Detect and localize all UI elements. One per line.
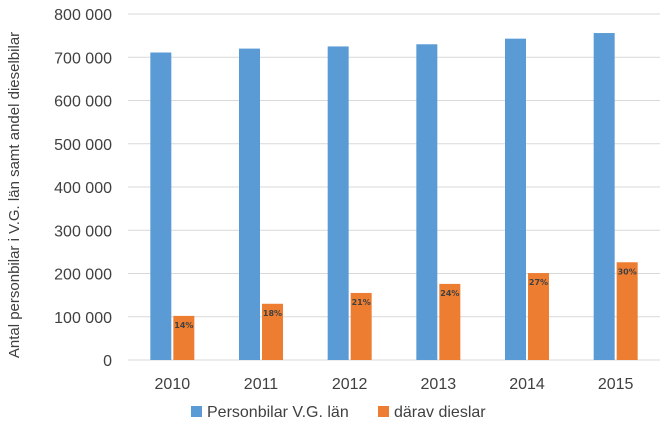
y-tick-label: 100 000 (54, 310, 112, 327)
y-axis-label: Antal personbilar i V.G. län samt andel … (6, 32, 23, 358)
bar-personbilar-2013 (416, 44, 438, 361)
data-label-dieslar-2015: 30% (618, 267, 637, 276)
y-tick-label: 800 000 (54, 7, 112, 24)
gridlines (128, 13, 660, 361)
legend-label: Personbilar V.G. län (207, 404, 349, 421)
bar-dieslar-2012 (350, 292, 372, 360)
data-label-dieslar-2014: 27% (529, 278, 548, 287)
bar-personbilar-2010 (150, 52, 172, 361)
x-tick-label: 2010 (155, 376, 191, 393)
bar-dieslar-2014 (528, 273, 549, 360)
y-tick-label: 500 000 (54, 137, 112, 154)
legend-label: därav dieslar (394, 404, 486, 421)
data-labels: 14% 18% 21% 24% 27% 30% (174, 267, 636, 330)
data-label-dieslar-2013: 24% (440, 289, 459, 298)
x-axis-ticks: 2010 2011 2012 2013 2014 2015 (155, 376, 634, 393)
bar-dieslar-2013 (439, 283, 461, 360)
y-tick-label: 300 000 (54, 223, 112, 240)
legend-swatch (191, 406, 202, 417)
y-tick-label: 600 000 (54, 94, 112, 111)
x-tick-label: 2012 (332, 376, 368, 393)
y-tick-label: 700 000 (54, 50, 112, 67)
bar-personbilar-2012 (327, 46, 349, 360)
x-tick-label: 2014 (509, 376, 545, 393)
bar-dieslar-2011 (262, 303, 283, 360)
legend: Personbilar V.G. län därav dieslar (191, 404, 486, 421)
y-tick-label: 200 000 (54, 267, 112, 284)
y-axis-ticks: 0 100 000 200 000 300 000 400 000 500 000 600 … (54, 7, 112, 370)
data-label-dieslar-2010: 14% (174, 321, 193, 330)
bar-personbilar-2011 (239, 48, 260, 360)
bars (150, 33, 638, 361)
x-tick-label: 2011 (244, 376, 279, 393)
x-tick-label: 2015 (598, 376, 634, 393)
bar-personbilar-2015 (593, 33, 615, 360)
x-tick-label: 2013 (421, 376, 457, 393)
data-label-dieslar-2011: 18% (263, 309, 282, 318)
bar-personbilar-2014 (505, 38, 526, 361)
bar-dieslar-2015 (616, 262, 638, 360)
data-label-dieslar-2012: 21% (352, 298, 371, 307)
legend-swatch (378, 406, 389, 417)
y-tick-label: 0 (103, 353, 112, 370)
bar-dieslar-2010 (173, 315, 195, 360)
y-tick-label: 400 000 (54, 180, 112, 197)
